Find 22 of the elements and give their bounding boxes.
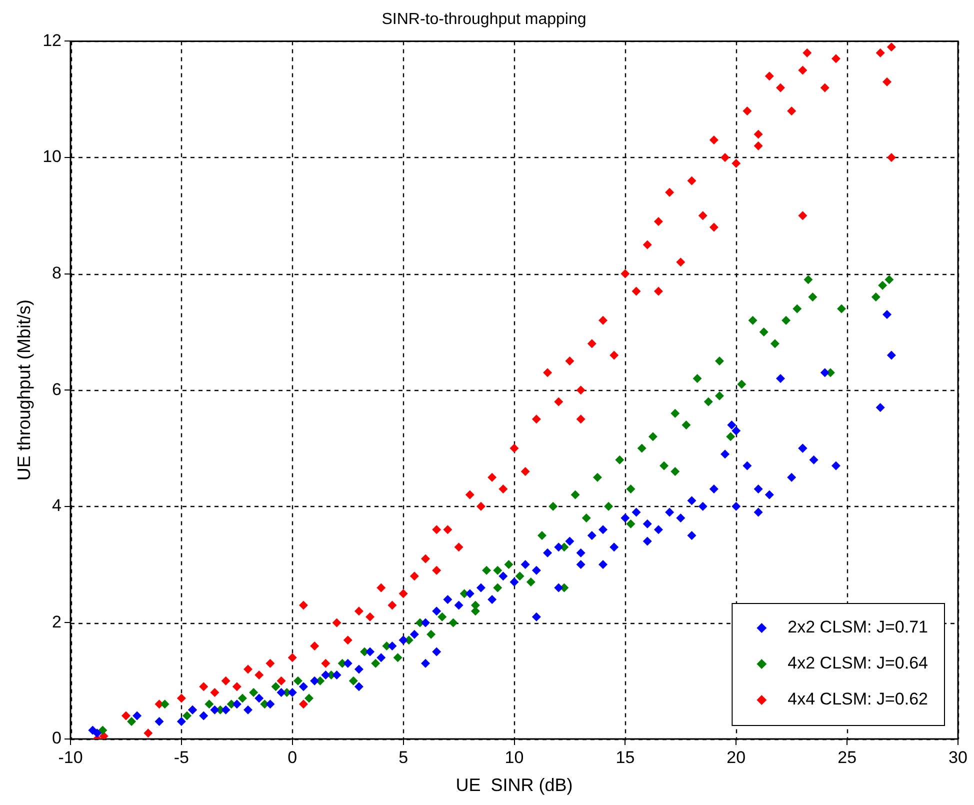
x-tick-label: -10	[58, 748, 83, 767]
y-tick-label: 8	[52, 263, 62, 282]
legend-label: 4x2 CLSM: J=0.64	[788, 654, 928, 673]
x-tick-label: 5	[398, 748, 408, 767]
y-axis-title: UE throughput (Mbit/s)	[14, 300, 34, 481]
x-tick-label: 10	[504, 748, 524, 767]
y-tick-label: 2	[52, 612, 62, 632]
x-tick-label: 30	[948, 748, 968, 767]
x-tick-label: 20	[726, 748, 746, 767]
legend-label: 2x2 CLSM: J=0.71	[788, 618, 928, 637]
x-axis-title: UE SINR (dB)	[456, 775, 573, 796]
x-tick-label: 0	[288, 748, 298, 767]
x-tick-label: 15	[616, 748, 635, 767]
x-tick-label: 25	[838, 748, 857, 767]
legend-label: 4x4 CLSM: J=0.62	[788, 690, 928, 709]
y-tick-label: 4	[52, 496, 62, 516]
y-tick-label: 12	[42, 30, 62, 50]
chart-title: SINR-to-throughput mapping	[382, 11, 586, 28]
y-tick-label: 6	[52, 380, 62, 399]
y-tick-label: 0	[52, 728, 62, 748]
y-tick-label: 10	[42, 147, 62, 166]
x-tick-label: -5	[174, 748, 190, 767]
